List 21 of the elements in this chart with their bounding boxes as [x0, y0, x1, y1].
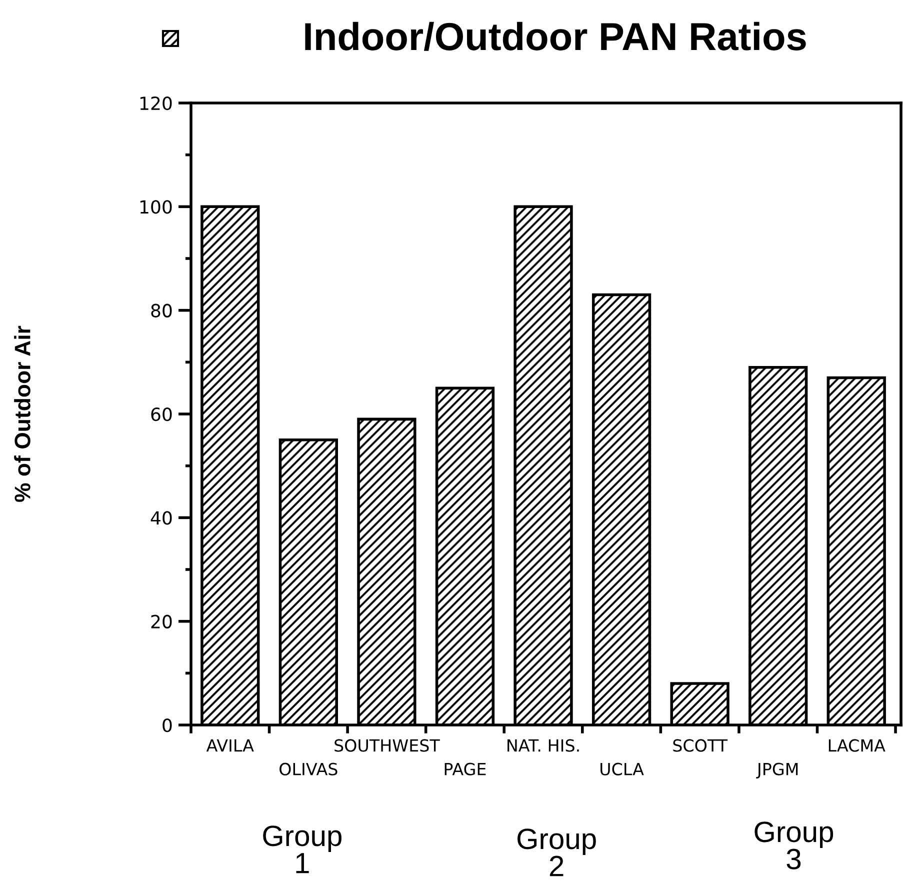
x-tick-label: AVILA — [206, 739, 254, 752]
y-axis-title: % of Outdoor Air — [14, 326, 30, 502]
y-tick-label: 20 — [151, 614, 172, 628]
x-tick-label: SOUTHWEST — [334, 739, 440, 752]
y-tick-label: 80 — [151, 304, 172, 318]
y-tick-label: 100 — [140, 200, 172, 214]
x-tick-label: JPGM — [756, 762, 798, 778]
text: Group 3 — [754, 822, 834, 870]
y-tick-label: 40 — [150, 511, 172, 525]
x-tick-label: UCLA — [600, 762, 644, 776]
y-tick-label: 120 — [140, 96, 172, 110]
text: Group 2 — [518, 828, 596, 876]
y-tick-label: 0 — [162, 718, 172, 732]
x-tick-label: PAGE — [444, 762, 486, 776]
chart-title: Indoor/Outdoor PAN Ratios — [305, 22, 806, 51]
x-tick-label: SCOTT — [673, 739, 728, 752]
y-tick-label: 60 — [151, 407, 172, 422]
x-tick-label: NAT. HIS. — [508, 739, 579, 752]
x-tick-label: OLIVAS — [280, 762, 338, 776]
text: Group 1 — [263, 826, 342, 874]
x-tick-label: LACMA — [828, 739, 886, 752]
